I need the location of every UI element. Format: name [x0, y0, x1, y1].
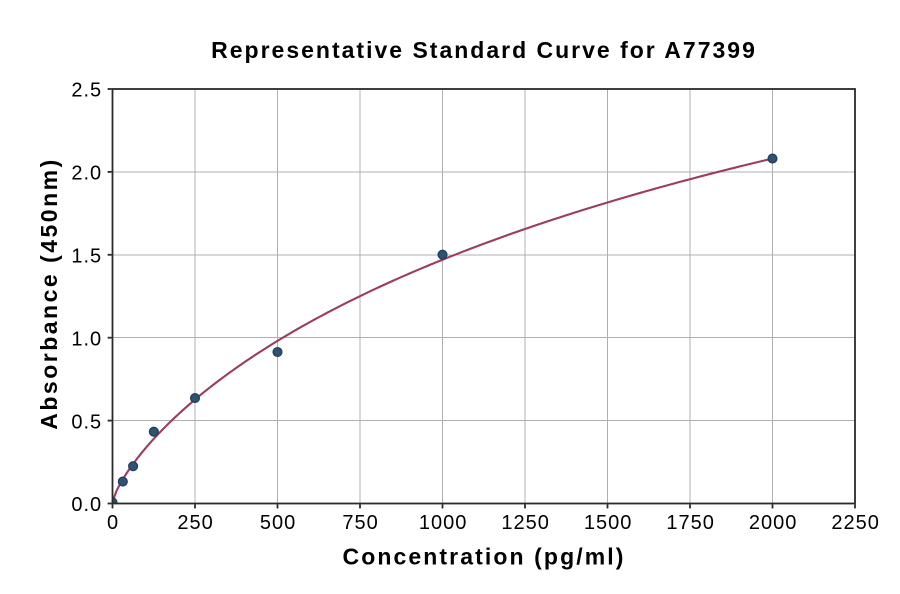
svg-text:Absorbance (450nm): Absorbance (450nm) [36, 157, 62, 430]
svg-text:0.5: 0.5 [71, 411, 102, 433]
svg-text:1.5: 1.5 [71, 246, 102, 268]
svg-text:1000: 1000 [419, 512, 468, 534]
svg-text:2250: 2250 [831, 512, 880, 534]
svg-text:Representative Standard Curve: Representative Standard Curve for A77399 [211, 37, 757, 63]
svg-text:0: 0 [107, 512, 119, 534]
svg-text:2.5: 2.5 [71, 80, 102, 102]
svg-text:1250: 1250 [501, 512, 550, 534]
svg-text:Concentration (pg/ml): Concentration (pg/ml) [342, 544, 625, 570]
svg-text:750: 750 [342, 512, 378, 534]
svg-text:250: 250 [177, 512, 213, 534]
svg-text:0.0: 0.0 [71, 494, 102, 516]
svg-text:1.0: 1.0 [71, 328, 102, 350]
svg-text:2000: 2000 [749, 512, 798, 534]
svg-text:1500: 1500 [584, 512, 633, 534]
svg-text:2.0: 2.0 [71, 163, 102, 185]
svg-text:1750: 1750 [666, 512, 715, 534]
svg-text:500: 500 [260, 512, 296, 534]
